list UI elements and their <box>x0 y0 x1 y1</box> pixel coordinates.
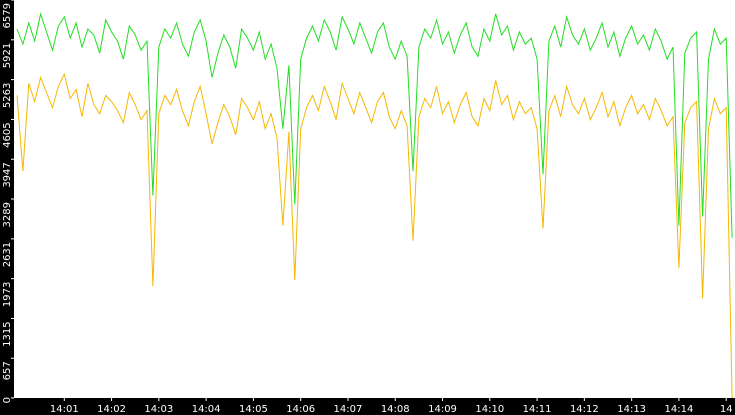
series-line <box>16 11 733 238</box>
x-tick-label: 14:03 <box>144 404 173 415</box>
x-tick-label: 14:11 <box>523 404 552 415</box>
x-tick-label: 14:01 <box>50 404 79 415</box>
x-tick-label: 14:14 <box>665 404 694 415</box>
x-tick-label: 14:07 <box>334 404 363 415</box>
series-line <box>16 72 733 399</box>
y-tick-label: 5921 <box>2 43 13 68</box>
y-tick-label: 0 <box>2 397 13 403</box>
y-tick-label: 657 <box>2 361 13 380</box>
y-tick-label: 3947 <box>2 162 13 187</box>
y-tick-label: 5263 <box>2 83 13 108</box>
x-tick-label: 14:13 <box>617 404 646 415</box>
x-tick-label: 14:09 <box>428 404 457 415</box>
x-tick-label: 14 <box>720 404 733 415</box>
x-tick-label: 14:08 <box>381 404 410 415</box>
y-tick-label: 1973 <box>2 282 13 307</box>
y-tick-label: 1315 <box>2 321 13 346</box>
y-axis-strip <box>0 0 14 415</box>
x-tick-label: 14:10 <box>475 404 504 415</box>
x-tick-label: 14:05 <box>239 404 268 415</box>
x-tick-label: 14:12 <box>570 404 599 415</box>
y-tick-label: 4605 <box>2 122 13 147</box>
x-tick-label: 14:06 <box>286 404 315 415</box>
y-tick-label: 6579 <box>2 3 13 28</box>
y-tick-label: 3289 <box>2 202 13 227</box>
x-axis-strip <box>0 398 735 415</box>
y-tick-label: 2631 <box>2 242 13 267</box>
x-tick-label: 14:04 <box>192 404 221 415</box>
x-tick-label: 14:02 <box>97 404 126 415</box>
